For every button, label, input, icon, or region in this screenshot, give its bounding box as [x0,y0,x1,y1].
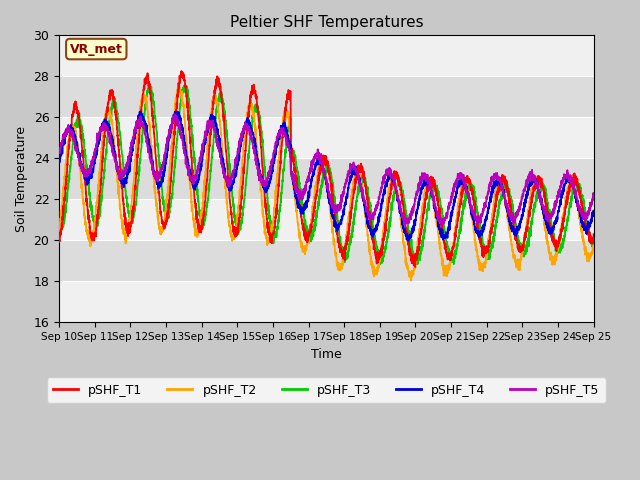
Line: pSHF_T5: pSHF_T5 [59,114,593,226]
pSHF_T3 [260,162,268,168]
Line: pSHF_T1: pSHF_T1 [59,71,593,267]
pSHF_T4 [116,173,124,179]
pSHF_T4 [589,212,597,217]
Bar [59,36,593,76]
pSHF_T3 [522,243,530,249]
pSHF_T5 [171,111,179,117]
pSHF_T1 [412,264,419,270]
pSHF_T5 [260,181,268,187]
pSHF_T1 [177,68,185,74]
pSHF_T2 [522,225,530,230]
pSHF_T2 [589,242,597,248]
pSHF_T1 [55,239,63,245]
pSHF_T2 [116,205,124,211]
pSHF_T4 [173,108,181,114]
pSHF_T2 [148,147,156,153]
pSHF_T5 [580,212,588,217]
Bar [59,281,593,323]
pSHF_T2 [407,278,415,284]
pSHF_T4 [284,132,291,137]
Bar [59,76,593,117]
pSHF_T1 [522,234,530,240]
pSHF_T3 [580,196,588,202]
Line: pSHF_T3: pSHF_T3 [59,84,593,264]
Bar [59,158,593,199]
Text: VR_met: VR_met [70,43,123,56]
pSHF_T2 [260,224,268,229]
Line: pSHF_T4: pSHF_T4 [59,111,593,241]
pSHF_T3 [148,90,156,96]
Line: pSHF_T2: pSHF_T2 [59,87,593,281]
Bar [59,199,593,240]
pSHF_T3 [284,132,291,138]
pSHF_T3 [589,245,597,251]
pSHF_T5 [148,158,156,164]
pSHF_T5 [116,171,124,177]
pSHF_T2 [284,114,291,120]
pSHF_T4 [148,158,156,164]
pSHF_T1 [284,96,291,102]
pSHF_T3 [376,262,383,267]
pSHF_T3 [116,130,124,135]
pSHF_T2 [55,225,63,230]
Bar [59,117,593,158]
Title: Peltier SHF Temperatures: Peltier SHF Temperatures [230,15,423,30]
X-axis label: Time: Time [311,348,342,360]
pSHF_T1 [116,165,124,170]
pSHF_T3 [55,224,63,229]
pSHF_T1 [260,185,268,191]
pSHF_T3 [146,81,154,87]
pSHF_T4 [404,238,412,244]
pSHF_T5 [437,223,445,228]
pSHF_T5 [589,196,597,202]
pSHF_T4 [55,153,63,159]
pSHF_T1 [580,216,588,221]
pSHF_T2 [580,236,588,241]
Y-axis label: Soil Temperature: Soil Temperature [15,126,28,232]
pSHF_T1 [148,107,156,113]
pSHF_T1 [589,231,597,237]
pSHF_T5 [55,146,63,152]
pSHF_T4 [580,225,588,230]
pSHF_T4 [522,197,530,203]
pSHF_T2 [175,84,182,90]
Legend: pSHF_T1, pSHF_T2, pSHF_T3, pSHF_T4, pSHF_T5: pSHF_T1, pSHF_T2, pSHF_T3, pSHF_T4, pSHF… [47,377,606,403]
pSHF_T5 [284,139,291,144]
pSHF_T4 [260,186,268,192]
pSHF_T5 [522,180,530,186]
Bar [59,240,593,281]
